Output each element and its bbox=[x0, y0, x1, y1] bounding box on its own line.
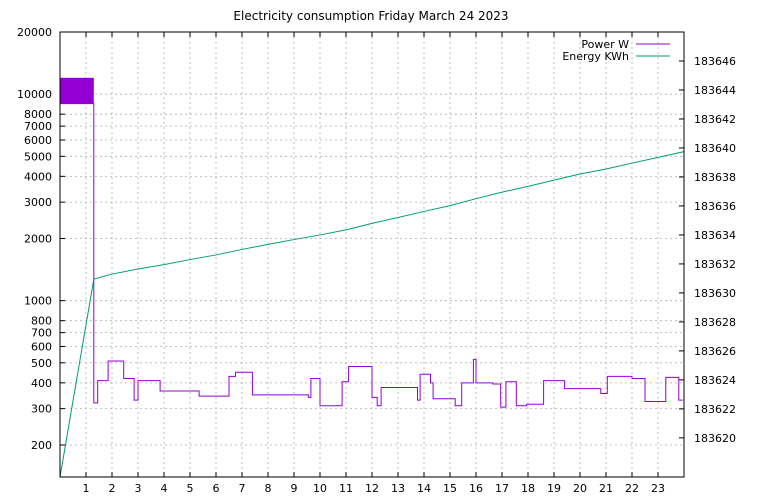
x-tick-label: 2 bbox=[109, 482, 116, 495]
x-tick-label: 5 bbox=[187, 482, 194, 495]
y2-tick-label: 183638 bbox=[694, 171, 736, 184]
y-tick-label: 300 bbox=[31, 403, 52, 416]
y2-tick-label: 183636 bbox=[694, 200, 736, 213]
x-tick-label: 1 bbox=[83, 482, 90, 495]
power-series-line bbox=[60, 103, 683, 408]
plot-frame bbox=[59, 31, 685, 478]
x-tick-label: 11 bbox=[339, 482, 353, 495]
energy-series-line bbox=[59, 151, 685, 478]
y-tick-label: 2000 bbox=[24, 233, 52, 246]
x-tick-label: 14 bbox=[417, 482, 431, 495]
y2-tick-label: 183634 bbox=[694, 229, 736, 242]
power-initial-block bbox=[60, 77, 94, 104]
y-tick-label: 600 bbox=[31, 340, 52, 353]
y2-tick-label: 183626 bbox=[694, 345, 736, 358]
series bbox=[59, 77, 685, 478]
y-tick-label: 7000 bbox=[24, 120, 52, 133]
y-tick-label: 6000 bbox=[24, 134, 52, 147]
x-tick-label: 3 bbox=[135, 482, 142, 495]
x-tick-label: 22 bbox=[625, 482, 639, 495]
x-tick-label: 19 bbox=[547, 482, 561, 495]
y-tick-label: 8000 bbox=[24, 108, 52, 121]
x-tick-label: 10 bbox=[313, 482, 327, 495]
y-tick-label: 200 bbox=[31, 439, 52, 452]
x-tick-label: 8 bbox=[265, 482, 272, 495]
y-tick-label: 4000 bbox=[24, 170, 52, 183]
y2-tick-label: 183628 bbox=[694, 316, 736, 329]
grid bbox=[60, 31, 684, 477]
y2-tick-label: 183640 bbox=[694, 142, 736, 155]
y2-tick-label: 183630 bbox=[694, 287, 736, 300]
x-tick-label: 18 bbox=[521, 482, 535, 495]
y2-tick-label: 183620 bbox=[694, 432, 736, 445]
y2-tick-label: 183646 bbox=[694, 55, 736, 68]
x-tick-label: 20 bbox=[573, 482, 587, 495]
y-tick-label: 20000 bbox=[17, 26, 52, 39]
y2-tick-label: 183642 bbox=[694, 113, 736, 126]
legend-label: Power W bbox=[581, 38, 629, 51]
y-tick-label: 3000 bbox=[24, 196, 52, 209]
y2-tick-label: 183624 bbox=[694, 374, 736, 387]
y-tick-label: 10000 bbox=[17, 88, 52, 101]
x-tick-label: 13 bbox=[391, 482, 405, 495]
y-tick-label: 5000 bbox=[24, 150, 52, 163]
x-tick-label: 21 bbox=[599, 482, 613, 495]
y-tick-label: 800 bbox=[31, 315, 52, 328]
x-tick-label: 9 bbox=[291, 482, 298, 495]
tick-labels: 1 2 3 4 5 6 7 8 9 10 11 12 13 14 15 16 17 18 19 20 21 22 23200… bbox=[17, 26, 736, 495]
y2-tick-label: 183632 bbox=[694, 258, 736, 271]
x-tick-label: 6 bbox=[213, 482, 220, 495]
chart-title: Electricity consumption Friday March 24 … bbox=[233, 9, 508, 23]
y2-tick-label: 183644 bbox=[694, 84, 736, 97]
y-tick-label: 400 bbox=[31, 377, 52, 390]
x-tick-label: 15 bbox=[443, 482, 457, 495]
x-tick-label: 12 bbox=[365, 482, 379, 495]
y2-tick-label: 183622 bbox=[694, 403, 736, 416]
y-tick-label: 1000 bbox=[24, 295, 52, 308]
x-tick-label: 17 bbox=[495, 482, 509, 495]
x-tick-label: 4 bbox=[161, 482, 168, 495]
x-tick-label: 23 bbox=[651, 482, 665, 495]
y-tick-label: 500 bbox=[31, 357, 52, 370]
y-tick-label: 700 bbox=[31, 327, 52, 340]
x-tick-label: 7 bbox=[239, 482, 246, 495]
legend-label: Energy KWh bbox=[562, 50, 629, 63]
x-tick-label: 16 bbox=[469, 482, 483, 495]
